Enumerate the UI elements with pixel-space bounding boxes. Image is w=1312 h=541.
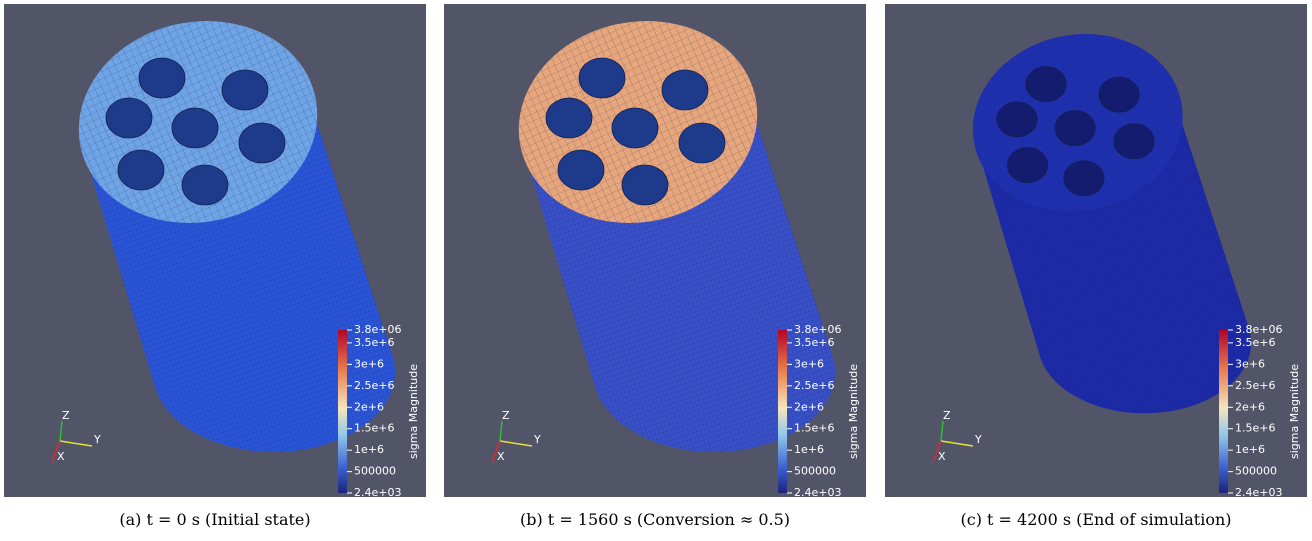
figure: 3.8e+063.5e+63e+62.5e+62e+61.5e+61e+6500…	[0, 0, 1312, 541]
hole	[1099, 77, 1139, 112]
colorbar-tick-label: 500000	[1235, 465, 1277, 478]
colorbar-tick-label: 3.8e+06	[354, 323, 401, 336]
colorbar-tick-label: 3.5e+6	[354, 336, 394, 349]
hole	[558, 150, 604, 190]
hole	[1055, 111, 1095, 146]
panel: 3.8e+063.5e+6 3e+6 2.5e+6 2e+6 1.5e+6 1e+6 500…	[444, 0, 866, 499]
colorbar-tick-label: 2.5e+6	[794, 379, 834, 392]
axis-label: Z	[62, 409, 70, 422]
colorbar-tick-label: 2e+6	[1235, 400, 1265, 413]
colorbar-tick-label: 2.4e+03	[1235, 486, 1282, 499]
colorbar-tick-label: 2.5e+6	[354, 379, 394, 392]
colorbar-tick-label: 500000	[354, 465, 396, 478]
hole	[182, 165, 228, 205]
colorbar-tick-label: 3e+6	[354, 357, 384, 370]
axis-label: Z	[502, 409, 510, 422]
colorbar-title: sigma Magnitude	[847, 364, 860, 459]
colorbar-tick-label: 3.8e+06	[1235, 323, 1282, 336]
hole	[239, 123, 285, 163]
colorbar-title: sigma Magnitude	[407, 364, 420, 459]
hole	[118, 150, 164, 190]
axis-label: X	[938, 450, 946, 463]
caption: (c) t = 4200 s (End of simulation)	[960, 510, 1231, 529]
colorbar-tick-label: 2.5e+6	[1235, 379, 1275, 392]
colorbar	[778, 330, 787, 493]
colorbar-tick-label: 3e+6	[1235, 357, 1265, 370]
colorbar	[1219, 330, 1228, 493]
colorbar-tick-label: 3.5e+6	[794, 336, 834, 349]
caption: (a) t = 0 s (Initial state)	[119, 510, 310, 529]
axis-label: Y	[974, 433, 982, 446]
colorbar-tick-label: 2e+6	[794, 400, 824, 413]
panel: 3.8e+063.5e+6 3e+6 2.5e+6 2e+6 1.5e+6 1e+6 500…	[4, 0, 426, 499]
hole	[662, 70, 708, 110]
hole	[1007, 147, 1047, 182]
hole	[139, 58, 185, 98]
hole	[1026, 67, 1066, 102]
colorbar-tick-label: 1e+6	[354, 443, 384, 456]
hole	[106, 98, 152, 138]
axis-label: Z	[943, 409, 951, 422]
colorbar-tick-label: 3.8e+06	[794, 323, 841, 336]
hole	[172, 108, 218, 148]
colorbar-tick-label: 2.4e+03	[794, 486, 841, 499]
colorbar-tick-label: 1e+6	[1235, 443, 1265, 456]
hole	[679, 123, 725, 163]
caption: (b) t = 1560 s (Conversion ≈ 0.5)	[520, 510, 790, 529]
hole	[546, 98, 592, 138]
hole	[997, 102, 1037, 137]
colorbar-tick-label: 1.5e+6	[1235, 422, 1275, 435]
hole	[622, 165, 668, 205]
colorbar-tick-label: 500000	[794, 465, 836, 478]
colorbar-tick-label: 2.4e+03	[354, 486, 401, 499]
colorbar-tick-label: 2e+6	[354, 400, 384, 413]
panel: 3.8e+063.5e+6 3e+6 2.5e+6 2e+6 1.5e+6 1e+6 500…	[885, 4, 1307, 499]
colorbar-tick-label: 1.5e+6	[794, 422, 834, 435]
hole	[222, 70, 268, 110]
axis-label: Y	[533, 433, 541, 446]
axis-label: Y	[93, 433, 101, 446]
colorbar-tick-label: 3e+6	[794, 357, 824, 370]
colorbar	[338, 330, 347, 493]
colorbar-title: sigma Magnitude	[1288, 364, 1301, 459]
hole	[1114, 124, 1154, 159]
colorbar-tick-label: 1e+6	[794, 443, 824, 456]
colorbar-tick-label: 1.5e+6	[354, 422, 394, 435]
colorbar-tick-label: 3.5e+6	[1235, 336, 1275, 349]
hole	[579, 58, 625, 98]
hole	[612, 108, 658, 148]
hole	[1064, 161, 1104, 196]
axis-label: X	[497, 450, 505, 463]
axis-label: X	[57, 450, 65, 463]
